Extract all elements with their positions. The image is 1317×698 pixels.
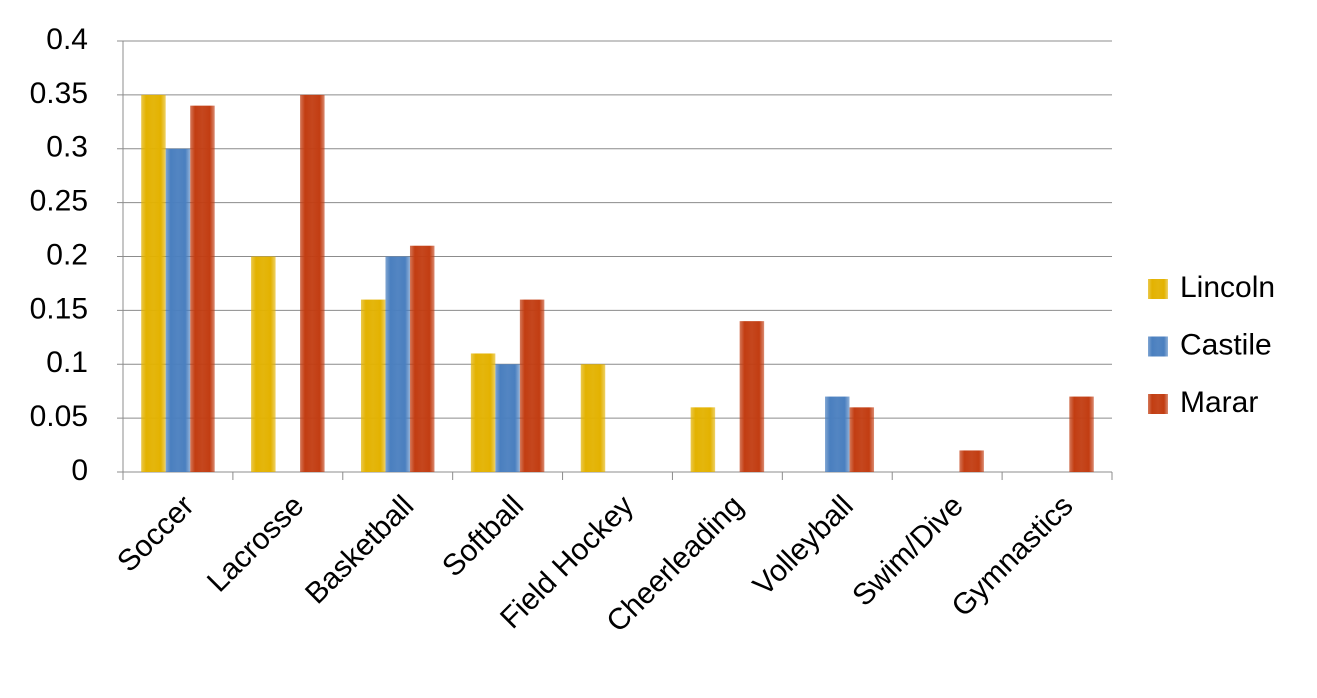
bar bbox=[470, 353, 496, 472]
bar bbox=[849, 407, 875, 472]
legend-swatch bbox=[1148, 279, 1168, 299]
bar bbox=[739, 321, 765, 472]
x-tick-label: Lacrosse bbox=[201, 489, 310, 598]
bar bbox=[141, 94, 166, 472]
bar bbox=[1069, 396, 1094, 472]
legend-swatch bbox=[1148, 336, 1168, 357]
y-tick-label: 0.25 bbox=[30, 185, 88, 218]
y-tick-label: 0.15 bbox=[30, 292, 88, 325]
bar bbox=[360, 299, 386, 472]
y-tick-label: 0.4 bbox=[46, 23, 88, 56]
legend-label: Marar bbox=[1180, 386, 1258, 419]
y-tick-label: 0.2 bbox=[46, 238, 88, 271]
bar bbox=[495, 364, 520, 472]
bar bbox=[959, 450, 984, 472]
x-tick-label: Basketball bbox=[299, 489, 420, 610]
x-tick-label: Soccer bbox=[111, 489, 200, 578]
x-tick-label: Softball bbox=[436, 489, 530, 583]
y-tick-label: 0.1 bbox=[46, 346, 88, 379]
legend-label: Castile bbox=[1180, 328, 1272, 361]
bar bbox=[385, 256, 410, 472]
y-tick-label: 0.35 bbox=[30, 77, 88, 110]
y-tick-label: 0.3 bbox=[46, 131, 88, 164]
legend-label: Lincoln bbox=[1180, 271, 1275, 304]
y-tick-label: 0.05 bbox=[30, 400, 88, 433]
bar bbox=[825, 396, 850, 472]
bar bbox=[519, 299, 545, 472]
bar bbox=[580, 364, 606, 472]
legend-swatch bbox=[1148, 394, 1168, 414]
bar bbox=[409, 245, 435, 472]
bar bbox=[190, 105, 215, 473]
x-tick-label: Volleyball bbox=[747, 489, 860, 602]
bar bbox=[251, 256, 276, 472]
bar bbox=[690, 407, 716, 472]
bar bbox=[300, 94, 325, 472]
y-tick-label: 0 bbox=[71, 454, 88, 487]
bar bbox=[165, 148, 191, 472]
